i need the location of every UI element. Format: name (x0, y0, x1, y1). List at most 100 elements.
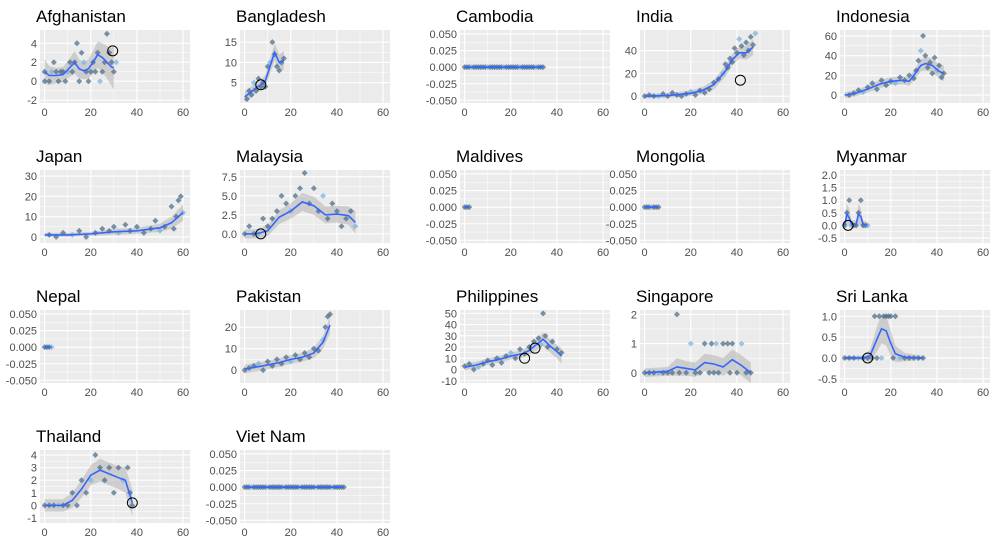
data-point (324, 215, 331, 222)
data-point (924, 64, 931, 71)
data-point (738, 340, 745, 347)
y-tick-label: 2 (631, 309, 637, 321)
facet-title: Sri Lanka (836, 287, 908, 306)
highlight-circle (107, 45, 119, 57)
data-point (264, 223, 271, 230)
facet-title: Viet Nam (236, 427, 306, 446)
facet-title: Pakistan (236, 287, 301, 306)
facet-mongolia: Mongolia 0 20 40 60 -0.050 -0.025 0.000 0.025 0.0… (606, 147, 790, 259)
x-tick-label: 40 (331, 107, 343, 119)
trend-line (644, 358, 752, 374)
data-point (246, 223, 253, 230)
y-tick-label: 2 (31, 475, 37, 487)
data-point (76, 227, 83, 234)
x-tick-label: 20 (85, 107, 97, 119)
data-point (731, 45, 738, 52)
data-point (701, 340, 708, 347)
y-tick-label: 10 (225, 57, 237, 69)
highlight-circle (126, 497, 138, 509)
x-tick-label: 60 (977, 107, 989, 119)
data-point (260, 215, 267, 222)
highlight-circle (862, 352, 874, 364)
x-tick-label: 40 (731, 107, 743, 119)
y-tick-label: 0.000 (9, 342, 37, 354)
facet-title: India (636, 7, 673, 26)
data-point (110, 68, 117, 75)
trend-line (44, 53, 115, 77)
x-tick-label: 40 (331, 387, 343, 399)
data-point (917, 47, 924, 54)
data-point (50, 59, 57, 66)
data-point (273, 356, 280, 363)
data-point (931, 54, 938, 61)
data-point (260, 367, 267, 374)
data-point (152, 217, 159, 224)
x-tick-label: 0 (842, 387, 848, 399)
data-point (873, 86, 880, 93)
confidence-band (44, 458, 133, 517)
data-point (724, 340, 731, 347)
data-point (876, 313, 883, 320)
data-point (892, 313, 899, 320)
y-tick-label: -2 (27, 95, 37, 107)
x-tick-label: 0 (242, 527, 248, 539)
data-point (873, 354, 880, 361)
x-tick-label: 40 (331, 527, 343, 539)
data-point (333, 208, 340, 215)
facet-nepal: Nepal 0 20 40 60 -0.050 -0.025 0.000 0.025 0.050 (6, 287, 190, 399)
data-point (53, 68, 60, 75)
x-tick-label: 40 (551, 387, 563, 399)
data-point (269, 39, 276, 46)
data-point (69, 68, 76, 75)
x-tick-label: 40 (131, 387, 143, 399)
y-tick-label: 3 (31, 463, 37, 475)
x-tick-label: 60 (177, 107, 189, 119)
y-tick-label: 0.000 (209, 482, 237, 494)
data-point (738, 42, 745, 49)
data-point (85, 78, 92, 85)
y-tick-label: 0.0 (222, 229, 237, 241)
data-point (301, 170, 308, 177)
data-point (673, 311, 680, 318)
data-point (878, 354, 885, 361)
x-tick-label: 0 (462, 247, 468, 259)
data-point (857, 197, 864, 204)
data-point (708, 340, 715, 347)
data-point (276, 67, 283, 74)
y-tick-label: -0.025 (426, 79, 457, 91)
x-tick-label: 40 (731, 387, 743, 399)
y-tick-label: 20 (445, 342, 457, 354)
x-tick-label: 0 (642, 387, 648, 399)
data-point (549, 338, 556, 345)
data-point (99, 225, 106, 232)
data-point (62, 78, 69, 85)
y-tick-label: 1 (631, 339, 637, 351)
y-tick-label: 10 (25, 212, 37, 224)
data-point (669, 369, 676, 376)
y-tick-label: 2.5 (222, 210, 237, 222)
x-tick-label: 0 (42, 387, 48, 399)
facet-title: Japan (36, 147, 82, 166)
x-tick-label: 40 (931, 107, 943, 119)
data-point (535, 335, 542, 342)
y-tick-label: 2 (31, 57, 37, 69)
facet-title: Indonesia (836, 7, 910, 26)
y-tick-label: 0.025 (609, 186, 637, 198)
data-point (489, 362, 496, 369)
facet-pakistan: Pakistan 0 20 40 60 0 10 20 (225, 287, 390, 399)
data-point (747, 33, 754, 40)
y-tick-label: 5 (231, 78, 237, 90)
x-tick-label: 20 (285, 107, 297, 119)
y-tick-label: 2.0 (822, 170, 837, 182)
data-point (683, 369, 690, 376)
facet-title: Thailand (36, 427, 101, 446)
data-point (129, 502, 136, 509)
data-point (347, 208, 354, 215)
x-tick-label: 0 (242, 387, 248, 399)
data-point (701, 89, 708, 96)
facet-maldives: Maldives 0 20 40 60 -0.050 -0.025 0.000 0.025 0.0… (426, 147, 610, 259)
x-tick-label: 60 (977, 387, 989, 399)
y-tick-label: 0 (631, 91, 637, 103)
